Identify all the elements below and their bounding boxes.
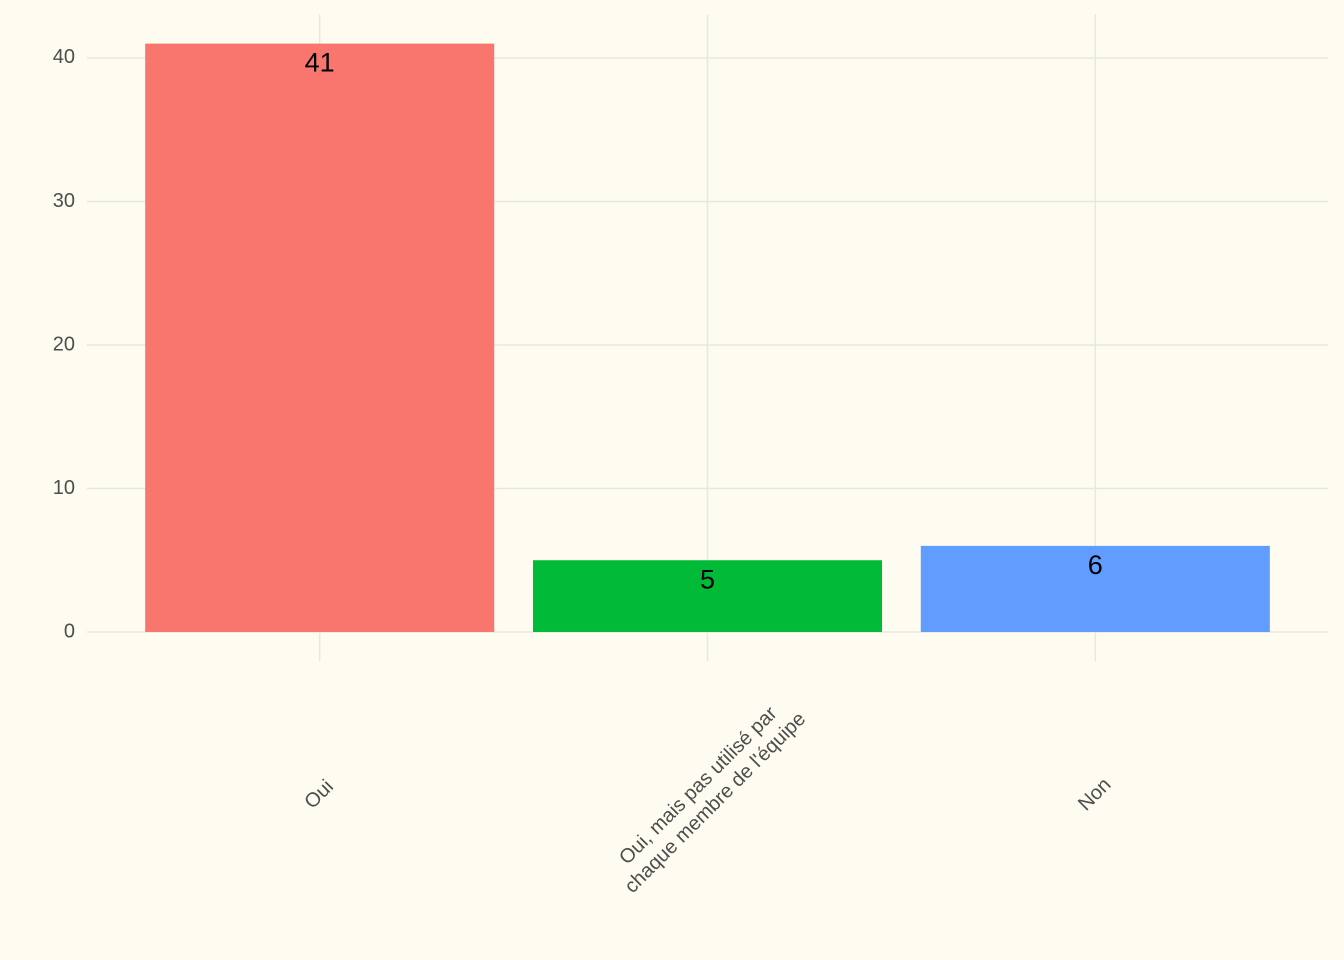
y-tick-label: 10 xyxy=(53,477,75,499)
y-tick-label: 0 xyxy=(64,620,75,642)
y-tick-label: 40 xyxy=(53,46,75,68)
bar xyxy=(145,43,495,632)
x-tick-label: Non xyxy=(1074,774,1116,816)
x-tick-label: Oui xyxy=(300,776,338,814)
bar xyxy=(532,560,883,632)
y-tick-label: 30 xyxy=(53,190,75,212)
bar xyxy=(920,545,1270,632)
value-label: 5 xyxy=(700,564,715,594)
value-label: 6 xyxy=(1088,550,1103,580)
y-tick-label: 20 xyxy=(53,333,75,355)
value-label: 41 xyxy=(305,48,335,78)
x-tick-label: Oui, mais pas utilisé parchaque membre d… xyxy=(604,691,811,898)
